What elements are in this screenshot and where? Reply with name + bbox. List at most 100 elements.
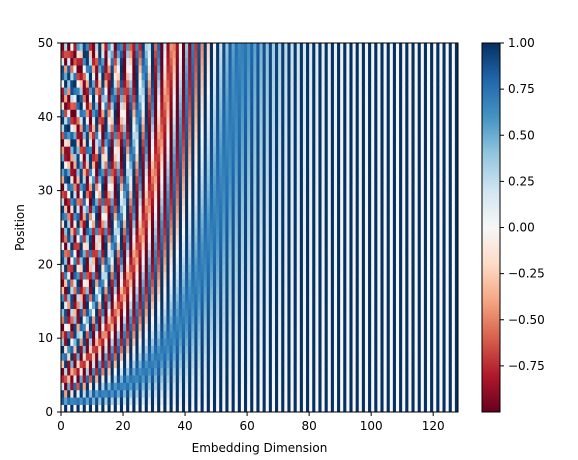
heatmap-cell bbox=[200, 293, 205, 302]
heatmap-cell bbox=[92, 360, 96, 369]
heatmap-cell bbox=[175, 161, 180, 169]
heatmap-cell bbox=[126, 138, 130, 147]
heatmap-cell bbox=[349, 323, 353, 332]
heatmap-cell bbox=[420, 183, 425, 191]
heatmap-cell bbox=[141, 382, 146, 391]
heatmap-cell bbox=[333, 220, 338, 228]
heatmap-cell bbox=[240, 197, 245, 206]
heatmap-cell bbox=[374, 375, 378, 383]
heatmap-cell bbox=[82, 338, 87, 346]
heatmap-cell bbox=[430, 404, 434, 412]
heatmap-cell bbox=[411, 183, 415, 191]
heatmap-cell bbox=[113, 264, 118, 273]
heatmap-cell bbox=[191, 124, 195, 132]
heatmap-cell bbox=[392, 220, 397, 228]
heatmap-cell bbox=[405, 124, 409, 132]
heatmap-cell bbox=[160, 138, 164, 147]
heatmap-cell bbox=[82, 375, 87, 383]
heatmap-cell bbox=[231, 138, 236, 147]
heatmap-cell bbox=[377, 190, 381, 199]
heatmap-cell bbox=[206, 138, 211, 147]
heatmap-cell bbox=[386, 190, 391, 199]
heatmap-cell bbox=[200, 271, 205, 280]
heatmap-cell bbox=[107, 234, 111, 243]
heatmap-cell bbox=[240, 183, 245, 191]
heatmap-cell bbox=[293, 375, 298, 383]
heatmap-cell bbox=[454, 205, 458, 214]
heatmap-cell bbox=[150, 175, 155, 184]
heatmap-cell bbox=[290, 279, 294, 287]
heatmap-cell bbox=[420, 360, 425, 369]
heatmap-cell bbox=[368, 161, 372, 169]
heatmap-cell bbox=[191, 205, 195, 214]
heatmap-cell bbox=[101, 264, 105, 273]
heatmap-cell bbox=[85, 220, 90, 228]
heatmap-cell bbox=[302, 360, 307, 369]
heatmap-cell bbox=[191, 183, 195, 191]
heatmap-cell bbox=[154, 397, 158, 405]
heatmap-cell bbox=[225, 271, 229, 280]
heatmap-cell bbox=[436, 367, 440, 376]
heatmap-cell bbox=[123, 360, 127, 369]
heatmap-cell bbox=[172, 338, 177, 346]
heatmap-cell bbox=[231, 205, 236, 214]
heatmap-cell bbox=[178, 124, 183, 132]
heatmap-cell bbox=[374, 316, 378, 324]
heatmap-cell bbox=[129, 153, 133, 162]
heatmap-cell bbox=[67, 205, 71, 214]
heatmap-cell bbox=[70, 242, 74, 250]
heatmap-cell bbox=[333, 161, 338, 169]
heatmap-cell bbox=[259, 234, 263, 243]
heatmap-cell bbox=[85, 316, 90, 324]
heatmap-cell bbox=[185, 190, 189, 199]
heatmap-cell bbox=[358, 360, 363, 369]
heatmap-cell bbox=[423, 367, 428, 376]
heatmap-cell bbox=[219, 131, 223, 140]
heatmap-cell bbox=[423, 234, 428, 243]
heatmap-cell bbox=[67, 190, 71, 199]
heatmap-cell bbox=[309, 345, 313, 354]
heatmap-cell bbox=[209, 242, 214, 250]
heatmap-cell bbox=[154, 271, 158, 280]
heatmap-cell bbox=[135, 338, 139, 346]
heatmap-cell bbox=[240, 323, 245, 332]
heatmap-cell bbox=[212, 205, 217, 214]
heatmap-cell bbox=[423, 389, 428, 398]
heatmap-cell bbox=[92, 389, 96, 398]
heatmap-cell bbox=[138, 197, 142, 206]
heatmap-cell bbox=[361, 279, 366, 287]
heatmap-cell bbox=[386, 352, 391, 361]
heatmap-cell bbox=[451, 183, 456, 191]
heatmap-cell bbox=[67, 146, 71, 155]
heatmap-cell bbox=[346, 205, 350, 214]
heatmap-cell bbox=[411, 205, 415, 214]
heatmap-cell bbox=[76, 301, 80, 310]
heatmap-cell bbox=[296, 375, 301, 383]
heatmap-cell bbox=[88, 249, 93, 258]
heatmap-cell bbox=[144, 367, 149, 376]
heatmap-cell bbox=[234, 389, 239, 398]
heatmap-cell bbox=[377, 249, 381, 258]
heatmap-cell bbox=[231, 197, 236, 206]
heatmap-cell bbox=[256, 190, 260, 199]
heatmap-cell bbox=[278, 404, 282, 412]
heatmap-cell bbox=[98, 131, 102, 140]
heatmap-cell bbox=[141, 264, 146, 273]
heatmap-cell bbox=[306, 308, 310, 317]
heatmap-cell bbox=[175, 271, 180, 280]
heatmap-cell bbox=[197, 138, 201, 147]
heatmap-cell bbox=[278, 183, 282, 191]
heatmap-cell bbox=[166, 242, 170, 250]
heatmap-cell bbox=[358, 316, 363, 324]
heatmap-cell bbox=[445, 212, 450, 221]
heatmap-cell bbox=[132, 389, 136, 398]
heatmap-cell bbox=[141, 234, 146, 243]
heatmap-cell bbox=[119, 131, 124, 140]
heatmap-cell bbox=[439, 345, 443, 354]
heatmap-cell bbox=[271, 242, 276, 250]
heatmap-cell bbox=[355, 345, 360, 354]
heatmap-cell bbox=[219, 197, 223, 206]
heatmap-cell bbox=[92, 183, 96, 191]
heatmap-cell bbox=[79, 375, 84, 383]
heatmap-cell bbox=[321, 286, 325, 295]
